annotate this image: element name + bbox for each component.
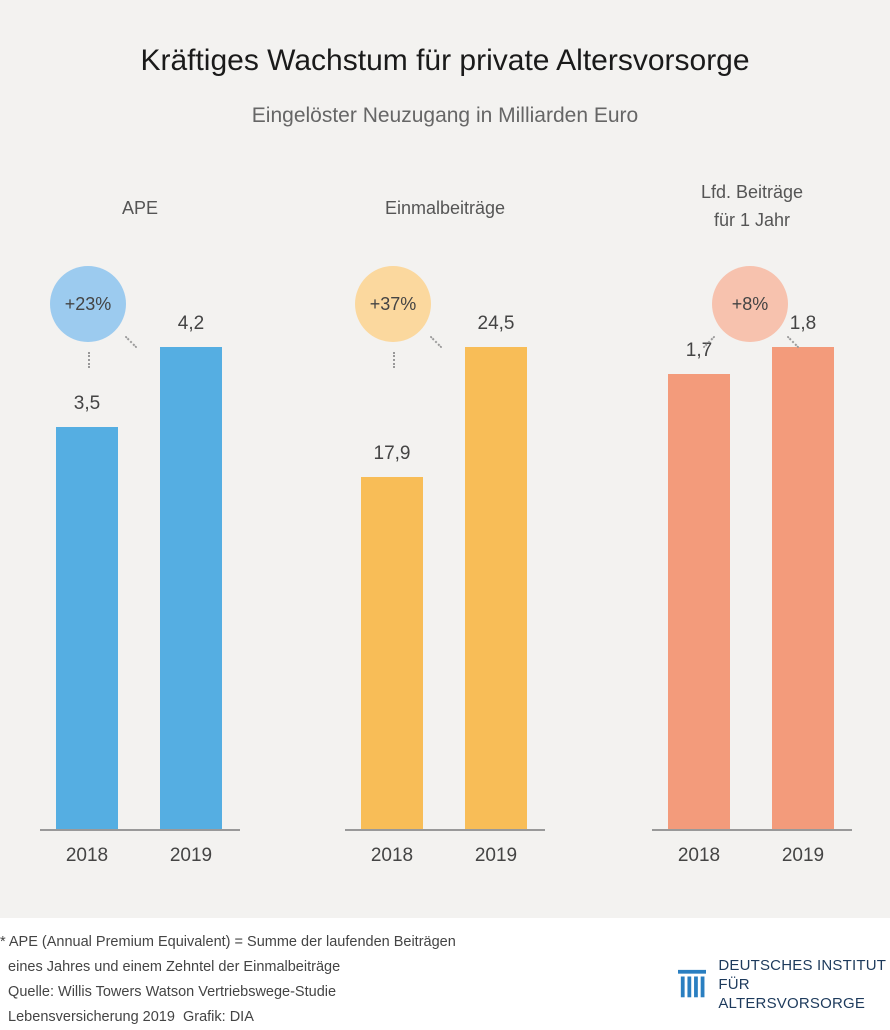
source-line: Lebensversicherung 2019 Grafik: DIA [0, 1009, 254, 1025]
change-badge: +23% [50, 266, 126, 342]
footnote: * APE (Annual Premium Equivalent) = Summ… [0, 930, 456, 1030]
connector-line [124, 335, 138, 349]
panel-label: Lfd. Beiträge für 1 Jahr [700, 182, 804, 230]
bar-value-label: 1,8 [789, 313, 817, 334]
bar [56, 427, 118, 829]
axis-baseline [652, 829, 852, 831]
bar-value-label: 1,7 [685, 339, 713, 361]
x-tick-label: 2018 [677, 845, 721, 866]
logo-line-2: FÜR ALTERSVORSORGE [718, 976, 866, 1012]
x-tick-label: 2019 [781, 845, 825, 866]
bar-value-label: 17,9 [373, 442, 411, 464]
bar [668, 373, 730, 829]
change-badge: +37% [355, 266, 431, 342]
bar [160, 347, 222, 829]
chart-area: Kräftiges Wachstum für private Altersvor… [0, 0, 890, 918]
bar-value-label: 3,5 [73, 393, 101, 415]
bar [361, 476, 423, 829]
x-tick-label: 2018 [65, 845, 109, 866]
dia-logo-icon [678, 969, 707, 997]
x-tick-label: 2018 [370, 845, 414, 866]
x-tick-label: 2019 [169, 845, 213, 866]
panel-label: Einmalbeiträge [384, 198, 506, 218]
source-line: Quelle: Willis Towers Watson Vertriebswe… [0, 984, 337, 1000]
connector-line [393, 352, 395, 368]
axis-baseline [345, 829, 545, 831]
chart-subtitle: Eingelöster Neuzugang in Milliarden Euro [251, 104, 639, 127]
change-badge: +8% [712, 266, 788, 342]
connector-line [429, 335, 443, 349]
panel-label: APE [121, 198, 159, 218]
dia-logo: DEUTSCHES INSTITUT FÜR ALTERSVORSORGE [678, 956, 890, 1013]
footnote-line: eines Jahres und einem Zehntel der Einma… [0, 959, 341, 975]
bar-value-label: 4,2 [177, 313, 205, 334]
footnote-line: * APE (Annual Premium Equivalent) = Summ… [0, 934, 456, 950]
connector-line [88, 352, 90, 368]
bar [465, 347, 527, 829]
bar-value-label: 24,5 [477, 313, 515, 334]
bar [772, 347, 834, 829]
chart-title: Kräftiges Wachstum für private Altersvor… [140, 44, 750, 77]
x-tick-label: 2019 [474, 845, 518, 866]
logo-line-1: DEUTSCHES INSTITUT [718, 957, 887, 974]
axis-baseline [40, 829, 240, 831]
